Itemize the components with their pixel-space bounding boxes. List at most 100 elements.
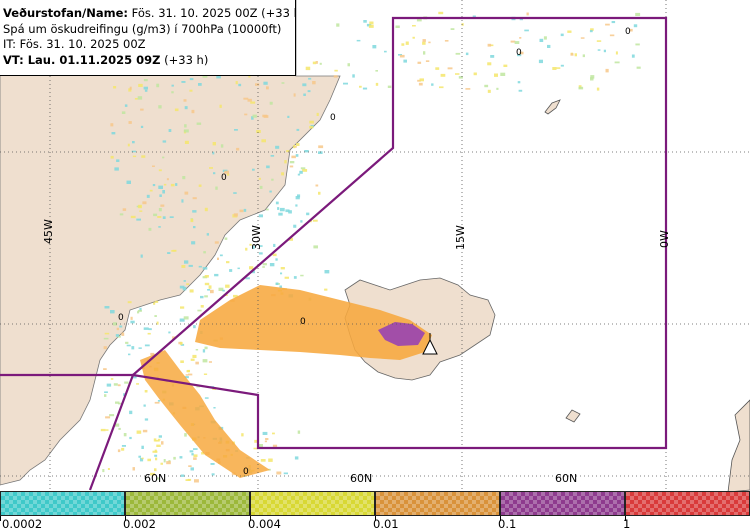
ash-speckle — [137, 96, 143, 100]
ash-speckle — [603, 49, 606, 53]
ash-speckle — [590, 28, 594, 31]
ash-speckle — [233, 213, 238, 217]
ash-speckle — [122, 208, 127, 211]
ash-speckle — [180, 474, 185, 477]
ash-speckle — [174, 108, 179, 112]
ash-speckle — [167, 252, 171, 254]
ash-speckle — [250, 101, 256, 104]
ash-speckle — [119, 325, 123, 328]
ash-speckle — [447, 67, 453, 70]
ash-speckle — [419, 78, 424, 82]
ash-speckle — [109, 414, 115, 417]
legend-tick — [375, 516, 376, 521]
ash-speckle — [261, 139, 266, 143]
ash-speckle — [158, 169, 162, 172]
ash-speckle — [110, 310, 115, 314]
ash-speckle — [609, 34, 615, 37]
ash-speckle — [252, 114, 257, 118]
ash-speckle — [128, 353, 131, 356]
ash-speckle — [279, 285, 282, 288]
ash-speckle — [304, 150, 309, 153]
ash-speckle — [166, 461, 171, 465]
ash-speckle — [104, 394, 107, 397]
ash-speckle — [590, 77, 594, 81]
ash-speckle — [181, 81, 186, 83]
ash-speckle — [121, 447, 125, 451]
ash-speckle — [132, 467, 135, 471]
ash-speckle — [188, 373, 193, 376]
ash-speckle — [158, 226, 161, 228]
ash-speckle — [461, 23, 464, 26]
ash-speckle — [162, 140, 167, 143]
ash-speckle — [245, 277, 250, 280]
ash-speckle — [203, 251, 206, 254]
ash-speckle — [208, 285, 212, 289]
ash-speckle — [596, 40, 602, 42]
ash-speckle — [204, 295, 208, 298]
ash-speckle — [157, 400, 161, 402]
ash-speckle — [241, 433, 244, 437]
ash-speckle — [399, 54, 405, 58]
ash-speckle — [111, 132, 116, 135]
ash-speckle — [278, 212, 283, 216]
ash-speckle — [210, 289, 214, 294]
scotland-land — [727, 399, 750, 493]
ash-speckle — [494, 73, 498, 77]
ash-speckle — [114, 423, 120, 427]
ash-speckle — [500, 72, 506, 76]
ash-speckle — [300, 220, 303, 223]
ash-speckle — [100, 428, 106, 432]
ash-speckle — [179, 318, 185, 322]
ash-speckle — [184, 433, 187, 437]
ash-speckle — [129, 436, 132, 440]
ash-speckle — [288, 210, 292, 214]
ash-speckle — [503, 64, 508, 67]
ash-speckle — [139, 458, 144, 462]
ash-speckle — [312, 219, 318, 222]
ash-speckle — [266, 208, 269, 211]
ash-speckle — [315, 184, 319, 187]
ash-speckle — [144, 344, 150, 347]
ash-speckle — [589, 30, 593, 33]
ash-speckle — [269, 101, 273, 105]
ash-speckle — [297, 194, 301, 198]
ash-speckle — [107, 468, 110, 470]
ash-speckle — [117, 449, 121, 453]
ash-speckle — [130, 320, 135, 324]
ash-speckle — [259, 185, 263, 189]
ash-speckle — [318, 151, 323, 154]
ash-speckle — [204, 207, 208, 212]
ash-speckle — [289, 161, 295, 164]
ash-speckle — [224, 170, 229, 174]
ash-speckle — [216, 75, 221, 79]
ash-speckle — [243, 208, 247, 212]
ash-speckle — [312, 81, 316, 85]
ash-speckle — [123, 433, 127, 437]
ash-speckle — [238, 83, 242, 87]
ash-speckle — [226, 173, 230, 176]
ash-speckle — [243, 97, 249, 100]
ash-speckle — [224, 294, 228, 296]
ash-speckle — [141, 445, 144, 449]
ash-speckle — [104, 306, 110, 309]
legend-tick — [125, 516, 126, 521]
ash-speckle — [116, 327, 119, 331]
ash-speckle — [256, 130, 261, 133]
ash-speckle — [297, 430, 301, 434]
ash-speckle — [158, 208, 162, 212]
ash-speckle — [179, 456, 183, 459]
ash-speckle — [203, 373, 208, 375]
ash-speckle — [425, 60, 430, 62]
ash-speckle — [214, 241, 219, 244]
ash-speckle — [129, 410, 133, 415]
ash-speckle — [224, 237, 228, 240]
ash-speckle — [212, 151, 215, 155]
ash-speckle — [262, 431, 268, 435]
ash-speckle — [186, 283, 190, 285]
ash-speckle — [143, 79, 148, 82]
ash-speckle — [127, 143, 130, 147]
ash-speckle — [194, 479, 199, 483]
ash-speckle — [302, 83, 307, 87]
ash-speckle — [244, 113, 248, 116]
ash-speckle — [142, 429, 148, 433]
